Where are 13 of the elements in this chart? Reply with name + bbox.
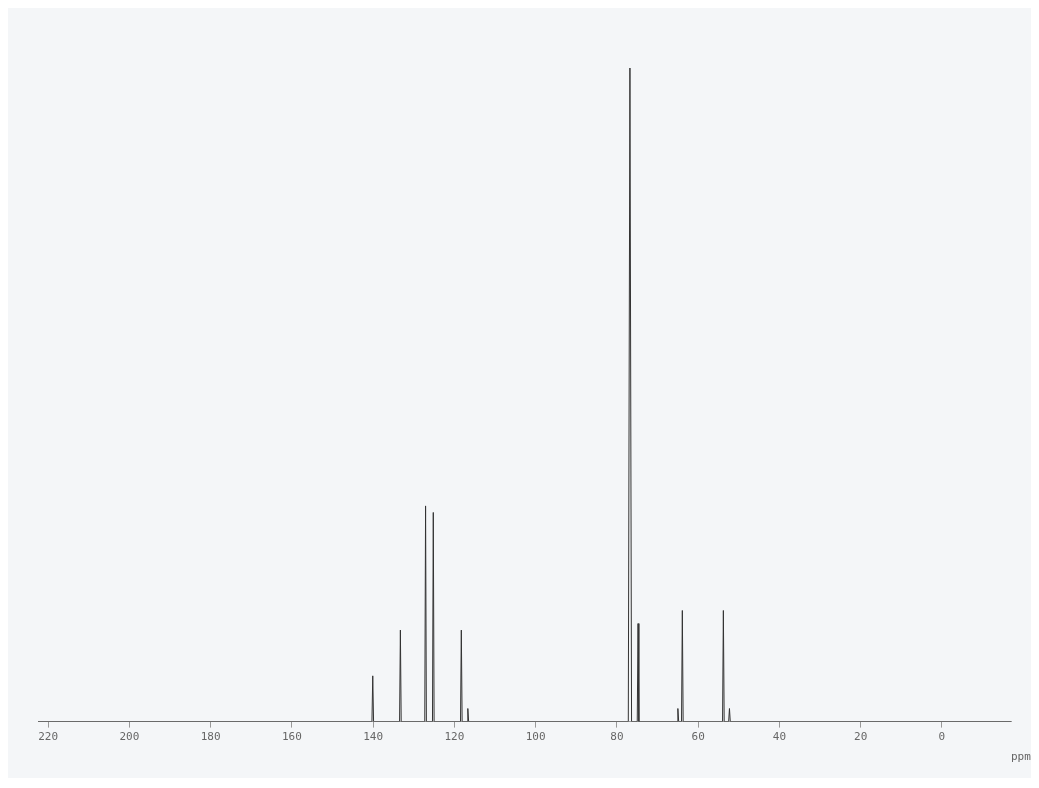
x-tick-label: 200 xyxy=(119,730,140,744)
x-tick-label: 60 xyxy=(691,730,705,744)
x-tick-label: 40 xyxy=(772,730,787,744)
x-tick-label: 180 xyxy=(200,730,221,744)
x-tick-label: 0 xyxy=(938,730,946,744)
x-tick-label: 220 xyxy=(38,730,59,744)
x-tick-label: 120 xyxy=(444,730,465,744)
x-tick-label: 140 xyxy=(363,730,384,744)
x-tick-label: 160 xyxy=(281,730,302,744)
x-axis-title: ppm xyxy=(1011,750,1032,764)
x-tick-label: 20 xyxy=(854,730,868,744)
x-tick-label: 100 xyxy=(525,730,546,744)
x-tick-label: 80 xyxy=(610,730,624,744)
